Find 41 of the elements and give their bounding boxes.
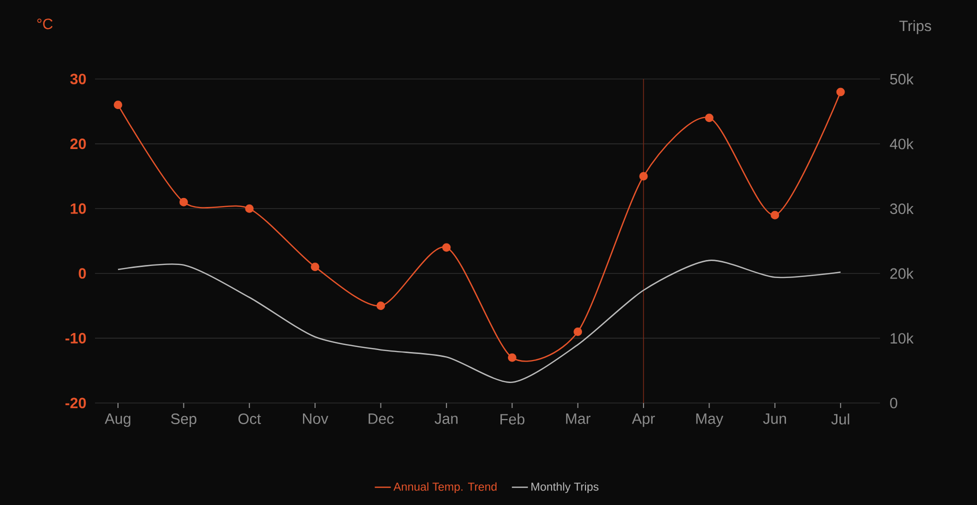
x-tick-label: Aug: [104, 414, 130, 427]
x-tick-label: Dec: [368, 414, 394, 424]
legend-label: Annual Temp. Trend: [393, 482, 496, 494]
line-series: [117, 260, 842, 383]
y2-tick-label: 0: [890, 398, 898, 408]
y2-tick-label: 30k: [890, 203, 914, 214]
x-tick-label: May: [696, 414, 724, 427]
x-tick-label: Jun: [763, 414, 786, 424]
point: [574, 327, 582, 336]
legend-label: Monthly Trips: [531, 482, 598, 494]
y-tick-label: 10: [70, 203, 86, 214]
y-axis-title: °C: [37, 18, 53, 30]
x-tick-label: Jul: [831, 414, 850, 424]
y2-tick-label: 20k: [890, 268, 914, 279]
point: [376, 302, 386, 310]
point: [770, 210, 780, 220]
point: [836, 88, 845, 96]
x-tick-label: Feb: [500, 414, 524, 424]
x-tick-label: Nov: [302, 414, 328, 424]
x-tick-label: Sep: [171, 414, 196, 428]
point: [639, 172, 648, 180]
y2-tick-label: 50k: [890, 74, 914, 84]
point: [245, 204, 254, 213]
y2-tick-label: 10k: [890, 332, 914, 344]
y2-axis-title: Trips: [899, 20, 932, 34]
point: [179, 198, 188, 206]
point: [310, 262, 320, 272]
point: [442, 243, 451, 252]
x-tick-label: Jan: [434, 414, 458, 424]
point: [114, 100, 122, 110]
y-tick-label: -10: [65, 332, 86, 344]
x-tick-label: Mar: [566, 414, 590, 424]
point: [508, 353, 516, 362]
x-tick-label: Apr: [632, 414, 655, 427]
y-tick-label: 20: [70, 138, 86, 150]
y-tick-label: 30: [70, 74, 86, 84]
point: [704, 114, 714, 122]
y-tick-label: -20: [65, 398, 86, 408]
x-tick-label: Oct: [238, 414, 261, 424]
y2-tick-label: 40k: [890, 138, 914, 150]
y-tick-label: 0: [78, 268, 86, 279]
